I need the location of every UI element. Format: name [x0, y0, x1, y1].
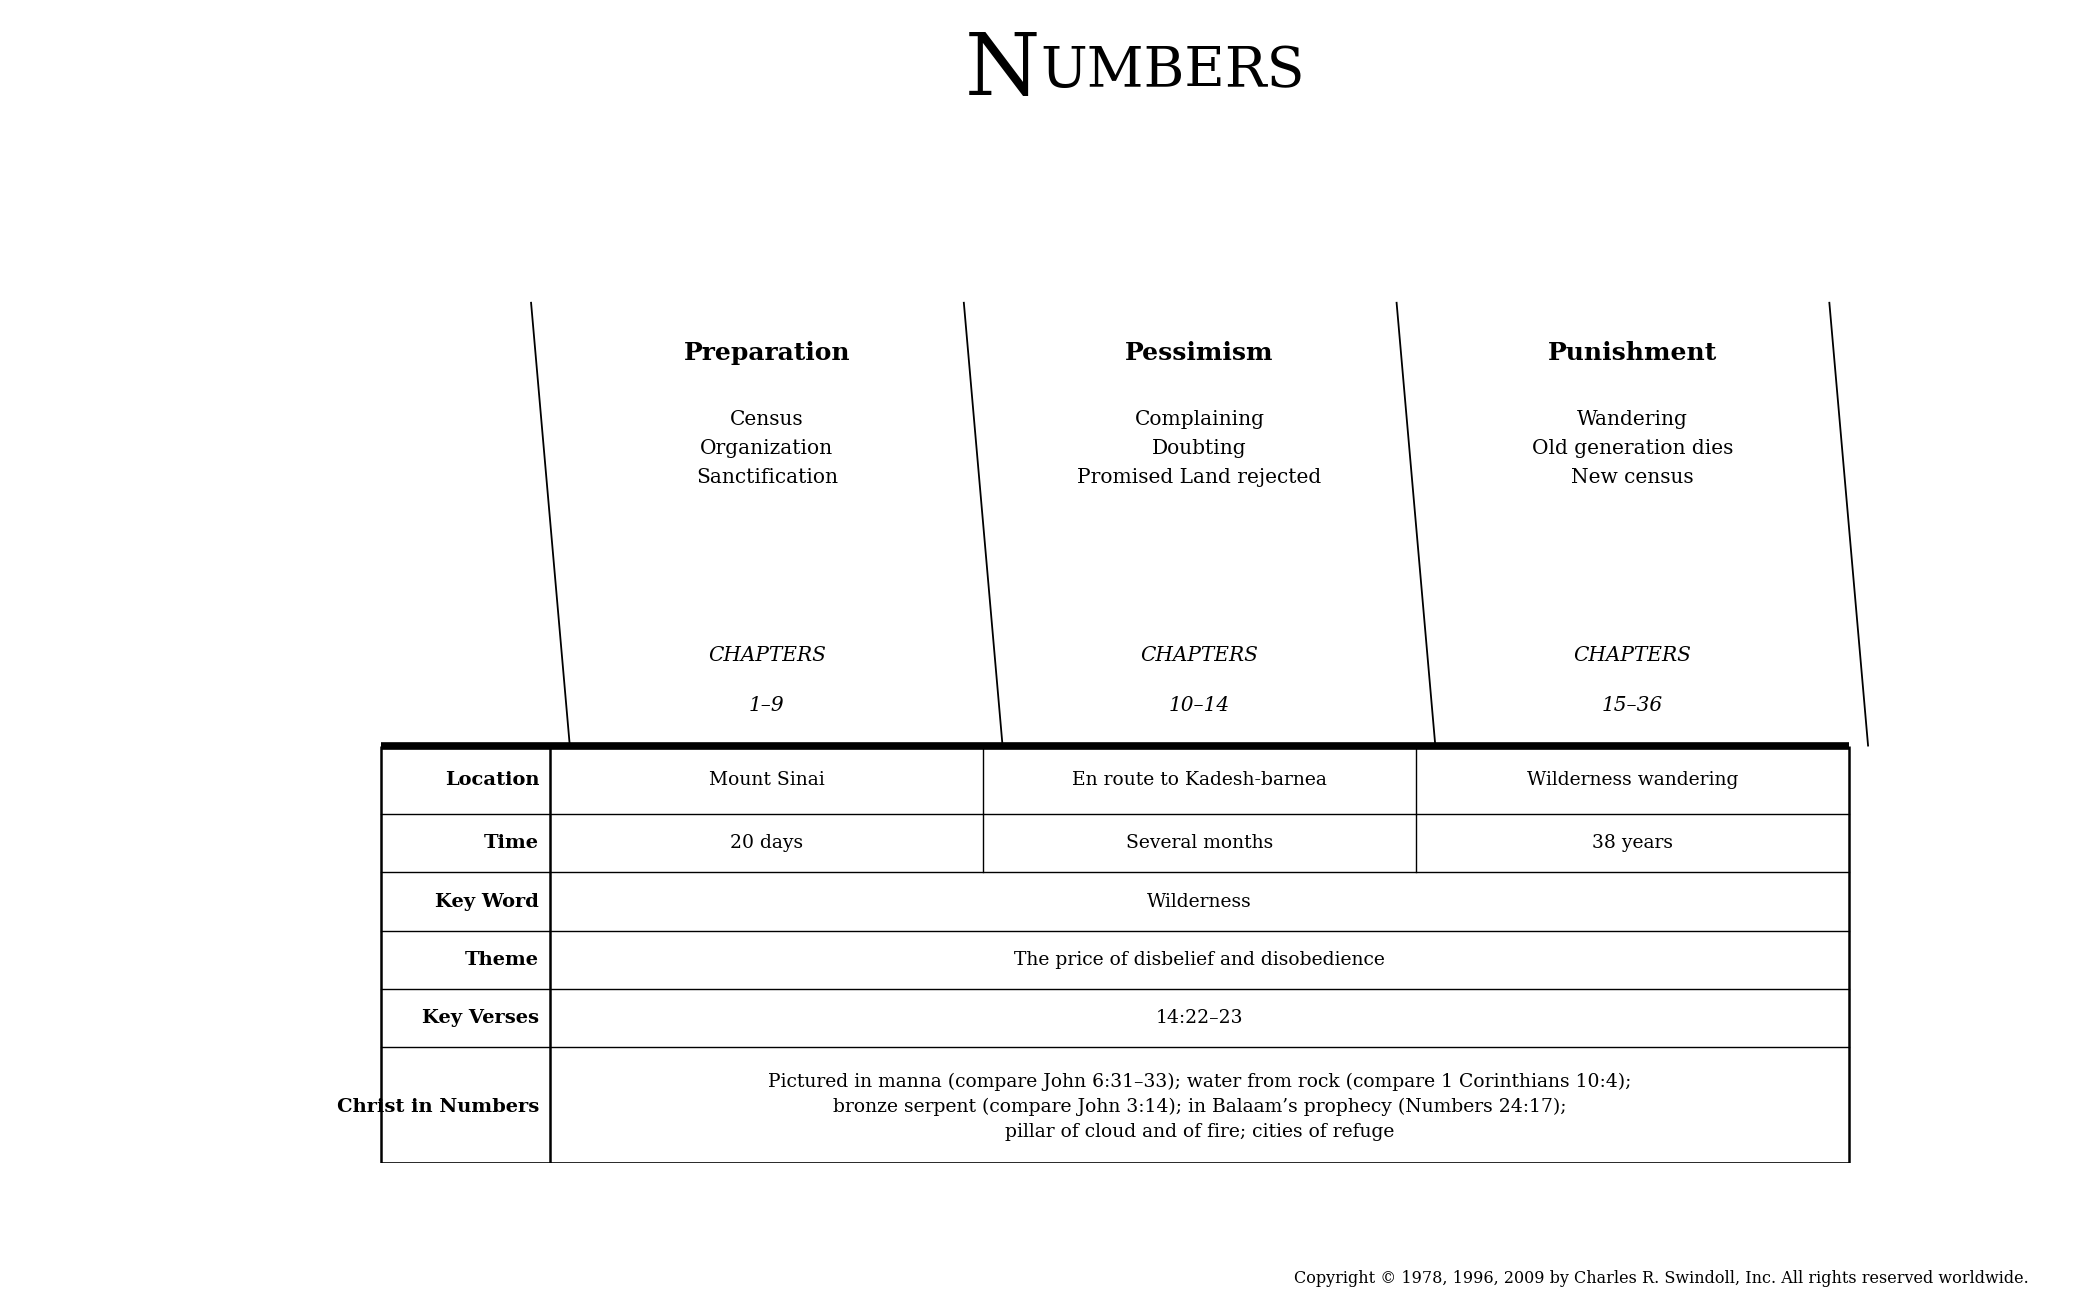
Text: Key Verses: Key Verses	[422, 1009, 539, 1027]
Text: Wilderness: Wilderness	[1147, 893, 1253, 911]
Text: Ν: Ν	[1032, 174, 1101, 251]
Text: UMBERS: UMBERS	[1040, 44, 1305, 99]
Text: 15–36: 15–36	[1602, 695, 1663, 715]
Text: Complaining
Doubting
Promised Land rejected: Complaining Doubting Promised Land rejec…	[1078, 410, 1321, 488]
Text: Time: Time	[485, 834, 539, 852]
Text: 14:22–23: 14:22–23	[1155, 1009, 1242, 1027]
Text: Punishment: Punishment	[1548, 341, 1717, 365]
Text: CHAPTERS: CHAPTERS	[1140, 646, 1259, 664]
Text: Wilderness wandering: Wilderness wandering	[1527, 771, 1738, 789]
Text: 1–9: 1–9	[749, 695, 785, 715]
Text: 20 days: 20 days	[730, 834, 803, 852]
Text: Pessimism: Pessimism	[1126, 341, 1274, 365]
Text: En route to Kadesh-barnea: En route to Kadesh-barnea	[1072, 771, 1328, 789]
Text: 38 years: 38 years	[1592, 834, 1673, 852]
Text: CHAPTERS: CHAPTERS	[708, 646, 826, 664]
Text: Theme: Theme	[466, 951, 539, 968]
Text: Several months: Several months	[1126, 834, 1274, 852]
Text: Wandering
Old generation dies
New census: Wandering Old generation dies New census	[1532, 410, 1733, 488]
Text: Mount Sinai: Mount Sinai	[710, 771, 824, 789]
Text: CHAPTERS: CHAPTERS	[1573, 646, 1692, 664]
Text: N: N	[966, 30, 1040, 114]
Text: Preparation: Preparation	[683, 341, 851, 365]
Text: The price of disbelief and disobedience: The price of disbelief and disobedience	[1013, 951, 1386, 968]
Text: Copyright © 1978, 1996, 2009 by Charles R. Swindoll, Inc. All rights reserved wo: Copyright © 1978, 1996, 2009 by Charles …	[1294, 1269, 2029, 1287]
Text: Christ in Numbers: Christ in Numbers	[337, 1098, 539, 1116]
Text: Key Word: Key Word	[435, 893, 539, 911]
Text: Pictured in manna (compare John 6:31–33); water from rock (compare 1 Corinthians: Pictured in manna (compare John 6:31–33)…	[768, 1073, 1632, 1141]
Text: 10–14: 10–14	[1170, 695, 1230, 715]
Text: Location: Location	[445, 771, 539, 789]
Text: Census
Organization
Sanctification: Census Organization Sanctification	[695, 410, 839, 488]
